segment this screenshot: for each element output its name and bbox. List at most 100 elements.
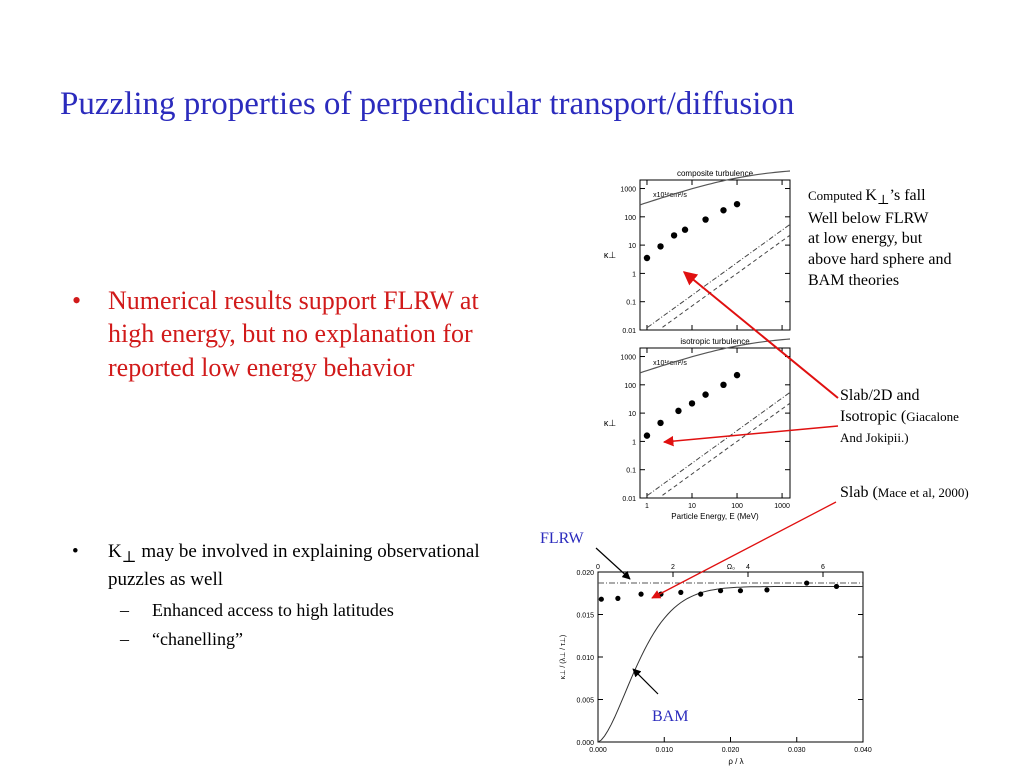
flrw-curve: [639, 170, 791, 206]
x-tick-label: 0.010: [655, 747, 673, 754]
y-tick-label: 0.020: [576, 570, 594, 577]
main-bullet: • Numerical results support FLRW at high…: [72, 284, 492, 384]
dash-marker: –: [120, 600, 129, 621]
x-tick-label: 100: [731, 503, 743, 510]
slide-title: Puzzling properties of perpendicular tra…: [60, 86, 795, 122]
y-tick-label: 0.01: [622, 328, 636, 335]
x-tick-label: 1000: [774, 503, 790, 510]
top-tick-label: 4: [746, 564, 750, 571]
data-point: [615, 595, 621, 601]
flrw-label: FLRW: [540, 530, 584, 547]
perp-symbol: ⊥: [121, 548, 137, 566]
y-tick-label: 0.015: [576, 613, 594, 620]
bullet-k-perp: • K⊥ may be involved in explaining obser…: [72, 540, 502, 593]
plot-frame: [597, 571, 864, 743]
data-point: [643, 254, 651, 262]
plot-frame: [639, 179, 791, 331]
computed-rest: ’s fall: [889, 187, 926, 204]
composite-turbulence-chart: composite turbulencex10¹⁸cm²/sκ⊥10001001…: [604, 169, 791, 335]
slab-note: Slab (Mace et al, 2000): [840, 483, 1024, 504]
slab2d-note: Slab/2D and Isotropic (Giacalone And Jok…: [840, 386, 1024, 448]
hard-sphere-curve: [647, 223, 791, 328]
bullet-k-text: may be involved in explaining observatio…: [108, 541, 480, 591]
main-bullet-text: Numerical results support FLRW at high e…: [108, 286, 479, 382]
data-point: [698, 591, 704, 597]
slab2d-line3: And Jokipii.): [840, 429, 909, 445]
note-line: Well below FLRW: [808, 209, 929, 227]
data-point: [688, 400, 696, 407]
y-axis-label: κ⊥: [604, 250, 617, 260]
note-line: BAM theories: [808, 271, 900, 289]
data-point: [681, 226, 689, 233]
flrw-curve: [639, 338, 791, 374]
bullet-dot: •: [72, 541, 79, 562]
bullet-dot: •: [72, 286, 82, 315]
subitem: – “chanelling”: [72, 628, 502, 651]
x-axis-label: Particle Energy, E (MeV): [671, 512, 759, 521]
isotropic-turbulence-chart: isotropic turbulencex10¹⁸cm²/sκ⊥10001001…: [604, 337, 791, 521]
y-tick-label: 100: [624, 215, 636, 222]
data-point: [804, 580, 810, 586]
y-tick-label: 0.005: [576, 698, 594, 705]
data-point: [702, 216, 709, 223]
y-tick-label: 100: [624, 383, 636, 390]
x-axis-label: ρ / λ: [728, 757, 743, 766]
y-tick-label: 10: [628, 243, 636, 250]
top-tick-label: 2: [671, 564, 675, 571]
y-axis-label: κ⊥ / (λ⊥ / τ⊥): [560, 635, 567, 679]
chart-title: composite turbulence: [677, 169, 754, 178]
arrow-flrw: [595, 547, 631, 580]
dash-marker: –: [120, 629, 129, 650]
data-point: [702, 391, 709, 398]
computed-note: Computed K⊥’s fall Well below FLRW at lo…: [808, 186, 1020, 292]
arrow-slab: [651, 501, 837, 599]
data-point: [733, 371, 741, 379]
computed-label: Computed: [808, 188, 866, 203]
data-point: [670, 232, 678, 239]
slab2d-line2: Isotropic (: [840, 407, 907, 425]
x-tick-label: 1: [645, 503, 649, 510]
note-line: at low energy, but: [808, 230, 923, 248]
data-point: [720, 381, 727, 389]
bam-label: BAM: [652, 708, 689, 725]
slab-ref: Mace et al, 2000): [877, 485, 969, 500]
arrow-bam: [632, 668, 659, 695]
k-symbol: K: [108, 541, 122, 562]
data-point: [733, 200, 741, 208]
x-tick-label: 0.040: [854, 747, 872, 754]
x-tick-label: 0.030: [788, 747, 806, 754]
slab-label: Slab (: [840, 484, 878, 501]
data-point: [720, 207, 727, 214]
y-axis-label: κ⊥: [604, 418, 617, 428]
y-tick-label: 0.010: [576, 655, 594, 662]
y-tick-label: 0.01: [622, 496, 636, 503]
data-point: [833, 583, 840, 590]
x-tick-label: 0.020: [722, 747, 740, 754]
y-tick-label: 10: [628, 411, 636, 418]
data-point: [675, 407, 682, 415]
data-point: [678, 589, 684, 596]
perp-symbol: ⊥: [876, 192, 890, 208]
y-tick-label: 1: [632, 439, 636, 446]
x-tick-label: 10: [688, 503, 696, 510]
slab2d-line1: Slab/2D and: [840, 387, 920, 404]
slab2d-ref: Giacalone: [906, 408, 959, 424]
y-tick-label: 0.1: [626, 468, 636, 475]
y-tick-label: 1000: [620, 187, 636, 194]
subitem: – Enhanced access to high latitudes: [72, 599, 502, 622]
arrow-slab2d-composite: [682, 271, 839, 399]
data-point: [657, 243, 664, 250]
y-tick-label: 1000: [620, 355, 636, 362]
bam-curve: [662, 402, 791, 496]
chart-title: isotropic turbulence: [680, 337, 750, 346]
k-symbol: K: [865, 187, 877, 204]
data-point: [764, 587, 770, 593]
y-tick-label: 1: [632, 271, 636, 278]
secondary-bullets: • K⊥ may be involved in explaining obser…: [72, 540, 502, 652]
y-tick-label: 0.000: [576, 740, 594, 747]
data-point: [598, 596, 604, 602]
subitem-text: “chanelling”: [152, 629, 243, 650]
bam-curve: [662, 234, 791, 328]
